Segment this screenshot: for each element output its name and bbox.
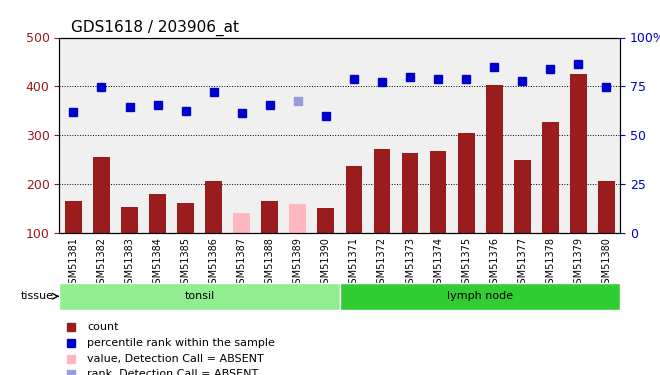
Text: tonsil: tonsil: [185, 291, 214, 301]
Bar: [570, 74, 587, 232]
Bar: [205, 182, 222, 232]
Bar: [261, 201, 279, 232]
Text: lymph node: lymph node: [447, 291, 513, 301]
Bar: [290, 204, 306, 232]
Bar: [228, 38, 256, 232]
Text: count: count: [87, 322, 119, 332]
Bar: [340, 38, 368, 232]
Bar: [564, 38, 592, 232]
Text: GDS1618 / 203906_at: GDS1618 / 203906_at: [71, 20, 239, 36]
Bar: [598, 182, 615, 232]
Bar: [536, 38, 564, 232]
Bar: [59, 38, 87, 232]
Bar: [458, 133, 475, 232]
Text: percentile rank within the sample: percentile rank within the sample: [87, 338, 275, 348]
Bar: [284, 38, 312, 232]
Bar: [486, 85, 503, 232]
Bar: [317, 208, 334, 232]
Text: rank, Detection Call = ABSENT: rank, Detection Call = ABSENT: [87, 369, 259, 375]
Bar: [593, 38, 620, 232]
Bar: [401, 153, 418, 232]
FancyBboxPatch shape: [59, 283, 340, 310]
Bar: [93, 157, 110, 232]
Text: tissue: tissue: [20, 291, 53, 301]
Bar: [121, 207, 138, 232]
Text: value, Detection Call = ABSENT: value, Detection Call = ABSENT: [87, 354, 264, 364]
Bar: [396, 38, 424, 232]
Bar: [346, 166, 362, 232]
Bar: [480, 38, 508, 232]
Bar: [177, 203, 194, 232]
Bar: [172, 38, 199, 232]
Bar: [115, 38, 144, 232]
Bar: [508, 38, 536, 232]
Bar: [65, 201, 82, 232]
Bar: [452, 38, 480, 232]
Bar: [256, 38, 284, 232]
Bar: [199, 38, 228, 232]
Bar: [234, 213, 250, 232]
Bar: [542, 122, 558, 232]
Bar: [430, 151, 446, 232]
Bar: [149, 195, 166, 232]
Bar: [312, 38, 340, 232]
Bar: [368, 38, 396, 232]
Bar: [374, 148, 391, 232]
FancyBboxPatch shape: [340, 283, 620, 310]
Bar: [144, 38, 172, 232]
Bar: [513, 160, 531, 232]
Bar: [87, 38, 116, 232]
Bar: [424, 38, 452, 232]
